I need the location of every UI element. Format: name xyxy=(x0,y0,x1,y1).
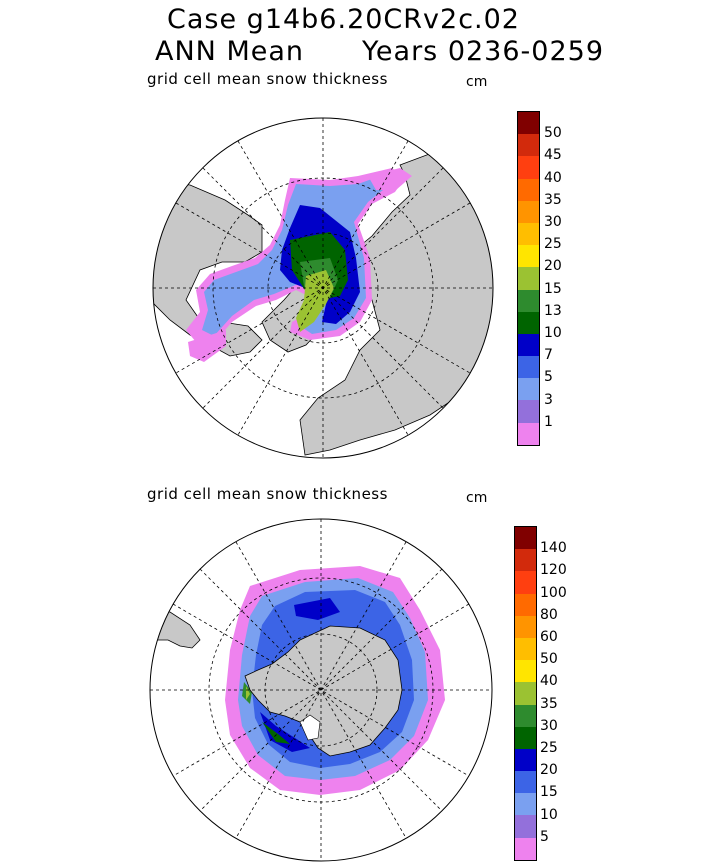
colorbar-segment xyxy=(518,112,539,135)
colorbar-segment xyxy=(515,837,536,860)
colorbar-tick-label: 50 xyxy=(544,125,562,142)
colorbar-tick-label: 15 xyxy=(540,784,558,801)
south-snow-20cm xyxy=(294,598,340,620)
north-landmass-greenland xyxy=(261,283,331,353)
colorbar-tick-label: 80 xyxy=(540,606,558,623)
colorbar-tick-label: 45 xyxy=(544,147,562,164)
colorbar-segment xyxy=(518,311,539,334)
colorbar-segment xyxy=(518,222,539,246)
north-snow-outer xyxy=(186,168,405,345)
colorbar-tick-label: 35 xyxy=(544,191,562,208)
colorbar-segment xyxy=(515,726,536,749)
north-landmass-north-america xyxy=(153,179,263,357)
north-unit-label: cm xyxy=(466,74,488,90)
colorbar-segment xyxy=(515,571,536,594)
colorbar-segment xyxy=(515,682,536,705)
colorbar-tick-label: 10 xyxy=(544,325,562,341)
north-snow-7cm xyxy=(280,205,360,324)
colorbar-tick-label: 15 xyxy=(544,280,562,297)
season-label: ANN Mean xyxy=(155,36,305,67)
colorbar-tick-label: 25 xyxy=(540,740,558,756)
colorbar-tick-label: 5 xyxy=(540,828,549,845)
colorbar-segment xyxy=(518,245,539,268)
north-snow-13cm xyxy=(300,258,338,302)
colorbar-tick-label: 50 xyxy=(540,651,558,668)
colorbar-segment xyxy=(518,378,539,401)
north-snow-3cm xyxy=(202,174,388,336)
colorbar-segment xyxy=(515,593,536,616)
colorbar-tick-label: 140 xyxy=(540,540,567,557)
colorbar-segment xyxy=(515,615,536,638)
colorbar-tick-label: 7 xyxy=(544,347,553,364)
south-landmass-south-america xyxy=(150,609,201,649)
south-snow-5cm xyxy=(225,566,445,795)
colorbar-tick-label: 40 xyxy=(544,169,562,186)
colorbar-segment xyxy=(515,527,536,550)
colorbar-tick-label: 10 xyxy=(540,806,558,823)
colorbar-tick-label: 30 xyxy=(540,717,558,734)
years-label: Years 0236-0259 xyxy=(362,36,604,67)
colorbar-tick-label: 120 xyxy=(540,562,567,579)
south-landmass-antarctica xyxy=(244,625,403,757)
colorbar-segment xyxy=(518,178,539,201)
colorbar-tick-label: 25 xyxy=(544,236,562,253)
colorbar-tick-label: 60 xyxy=(540,629,558,645)
colorbar-tick-label: 100 xyxy=(540,584,567,601)
colorbar-segment xyxy=(518,400,539,423)
north-panel-label: grid cell mean snow thickness xyxy=(147,70,388,88)
north-colorbar xyxy=(517,111,540,446)
north-landmass-eurasia xyxy=(299,149,493,456)
colorbar-segment xyxy=(515,815,536,838)
colorbar-segment xyxy=(518,356,539,379)
colorbar-tick-label: 5 xyxy=(544,369,553,386)
colorbar-segment xyxy=(515,637,536,661)
colorbar-tick-label: 20 xyxy=(544,258,562,275)
north-snow-15cm xyxy=(296,270,334,332)
south-colorbar xyxy=(514,526,537,861)
colorbar-segment xyxy=(515,704,536,727)
colorbar-tick-label: 13 xyxy=(544,302,562,319)
colorbar-tick-label: 3 xyxy=(544,391,553,408)
colorbar-segment xyxy=(518,267,539,290)
colorbar-segment xyxy=(518,333,539,357)
colorbar-segment xyxy=(518,200,539,223)
colorbar-segment xyxy=(518,134,539,157)
colorbar-segment xyxy=(515,660,536,683)
figure-title-case: Case g14b6.20CRv2c.02 xyxy=(167,4,520,35)
figure-subtitle: ANN Mean Years 0236-0259 xyxy=(18,36,723,67)
colorbar-segment xyxy=(515,748,536,772)
south-panel-label: grid cell mean snow thickness xyxy=(147,485,388,503)
colorbar-segment xyxy=(515,793,536,816)
colorbar-tick-label: 1 xyxy=(544,413,553,430)
colorbar-segment xyxy=(515,771,536,794)
colorbar-tick-label: 35 xyxy=(540,695,558,712)
colorbar-segment xyxy=(515,549,536,572)
south-snow-10cm xyxy=(238,578,428,780)
colorbar-tick-label: 30 xyxy=(544,214,562,230)
south-snow-15cm xyxy=(252,590,414,768)
colorbar-segment xyxy=(518,156,539,179)
colorbar-segment xyxy=(518,289,539,312)
colorbar-segment xyxy=(518,422,539,445)
colorbar-tick-label: 20 xyxy=(540,762,558,779)
north-snow-10cm xyxy=(290,232,348,300)
south-unit-label: cm xyxy=(466,490,488,506)
colorbar-tick-label: 40 xyxy=(540,673,558,690)
